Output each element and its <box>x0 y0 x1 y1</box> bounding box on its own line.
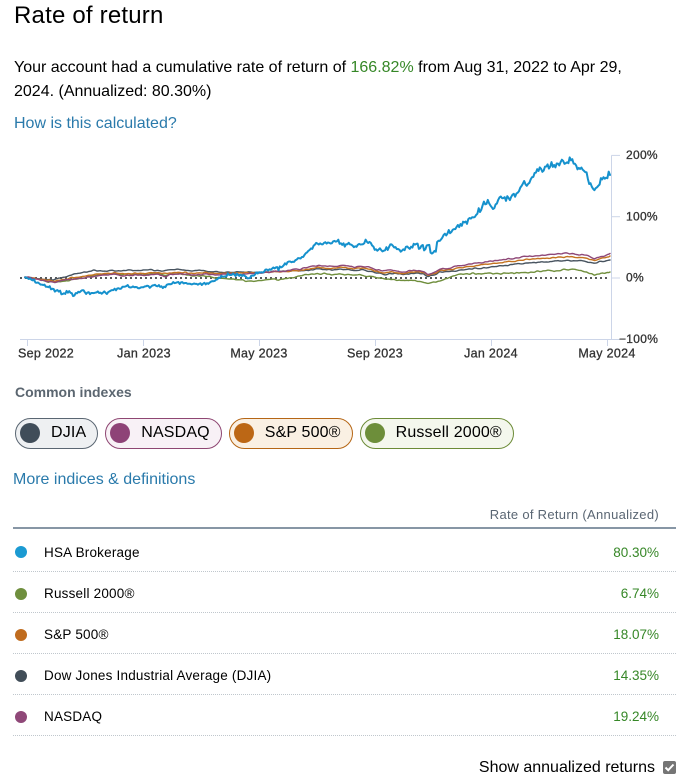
svg-text:Jan 2024: Jan 2024 <box>464 346 518 360</box>
svg-text:Sep 2023: Sep 2023 <box>347 346 403 360</box>
svg-text:100%: 100% <box>626 209 658 223</box>
svg-text:−100%: −100% <box>619 332 658 346</box>
svg-text:200%: 200% <box>626 148 658 162</box>
svg-text:May 2023: May 2023 <box>230 346 287 360</box>
svg-text:0%: 0% <box>626 270 644 284</box>
svg-text:May 2024: May 2024 <box>578 346 635 360</box>
svg-text:Jan 2023: Jan 2023 <box>117 346 171 360</box>
svg-text:Sep 2022: Sep 2022 <box>18 346 74 360</box>
